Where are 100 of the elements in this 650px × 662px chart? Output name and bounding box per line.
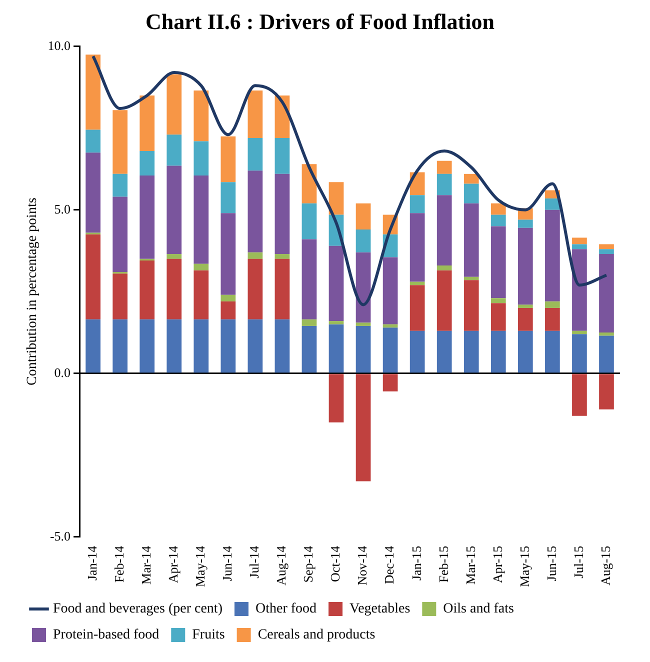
x-tick-label: Apr-14 bbox=[166, 545, 181, 584]
bar bbox=[112, 174, 128, 197]
y-axis-title: Contribution in percentage points bbox=[25, 198, 40, 386]
bar bbox=[572, 244, 587, 250]
bar bbox=[248, 252, 263, 259]
bar bbox=[518, 228, 533, 305]
x-tick-label: Mar-15 bbox=[462, 546, 478, 585]
bar bbox=[194, 90, 209, 142]
bar bbox=[356, 230, 371, 252]
legend-label: Cereals and products bbox=[258, 628, 376, 643]
bar bbox=[572, 249, 587, 331]
bar bbox=[140, 260, 155, 320]
y-tick-label: 0.0 bbox=[54, 364, 71, 380]
bar bbox=[356, 322, 371, 326]
bar bbox=[194, 270, 209, 320]
bar bbox=[464, 174, 479, 184]
bar bbox=[490, 214, 506, 226]
bar bbox=[166, 319, 182, 373]
bar bbox=[86, 319, 100, 373]
bar bbox=[194, 264, 209, 270]
bar bbox=[248, 138, 263, 171]
legend-label: Food and beverages (per cent) bbox=[53, 602, 223, 617]
bar bbox=[545, 198, 560, 210]
bar bbox=[220, 213, 236, 295]
bar bbox=[464, 184, 479, 204]
bar bbox=[545, 330, 560, 373]
bar bbox=[490, 330, 506, 373]
legend-label: Fruits bbox=[192, 628, 225, 643]
bar bbox=[410, 285, 425, 331]
bar bbox=[382, 324, 398, 328]
bar bbox=[599, 249, 614, 254]
x-tick-label: Jan-15 bbox=[408, 546, 424, 581]
bar bbox=[328, 182, 344, 215]
x-tick-label: Dec-14 bbox=[382, 545, 397, 584]
bar bbox=[436, 265, 452, 270]
bar bbox=[599, 254, 614, 332]
bar bbox=[490, 226, 506, 298]
x-tick-label: Mar-14 bbox=[138, 545, 154, 585]
x-tick-label: May-15 bbox=[516, 546, 532, 588]
bar bbox=[436, 270, 452, 331]
bar bbox=[274, 254, 290, 259]
bar bbox=[410, 195, 425, 214]
bar bbox=[302, 239, 317, 320]
legend-label: Vegetables bbox=[350, 602, 410, 617]
bar bbox=[166, 258, 182, 320]
legend-label: Protein-based food bbox=[53, 628, 160, 643]
bar bbox=[274, 138, 290, 174]
bar bbox=[220, 182, 236, 214]
bar bbox=[356, 203, 371, 230]
bar bbox=[220, 319, 236, 373]
bar bbox=[166, 166, 182, 254]
bar bbox=[356, 374, 371, 482]
bar bbox=[194, 141, 209, 176]
x-tick-label: Apr-15 bbox=[490, 546, 505, 584]
bar bbox=[248, 90, 263, 138]
bar bbox=[220, 136, 236, 182]
y-tick-label: 10.0 bbox=[48, 38, 71, 53]
bar bbox=[490, 298, 506, 304]
x-tick-label: Feb-15 bbox=[436, 546, 451, 583]
bar bbox=[248, 170, 263, 252]
bar bbox=[166, 254, 182, 259]
bar bbox=[599, 244, 614, 250]
bar bbox=[112, 274, 128, 320]
bar bbox=[112, 319, 128, 373]
bar bbox=[382, 374, 398, 392]
bar bbox=[302, 326, 317, 373]
bar bbox=[194, 176, 209, 264]
x-tick-label: Jul-14 bbox=[246, 545, 262, 578]
bar bbox=[410, 330, 425, 373]
bar bbox=[194, 319, 209, 373]
bar bbox=[248, 258, 263, 320]
bar bbox=[410, 213, 425, 282]
bar bbox=[274, 319, 290, 373]
bar bbox=[410, 282, 425, 286]
x-tick-label: Aug-15 bbox=[598, 546, 613, 586]
bar bbox=[545, 308, 560, 331]
bar bbox=[112, 110, 128, 174]
x-tick-label: Jun-14 bbox=[220, 545, 235, 582]
bar bbox=[328, 246, 344, 322]
bar bbox=[220, 294, 236, 302]
legend-label: Oils and fats bbox=[443, 602, 514, 617]
bar bbox=[328, 324, 344, 373]
bar bbox=[572, 330, 587, 334]
bar bbox=[464, 276, 479, 280]
bar bbox=[112, 196, 128, 272]
bar bbox=[599, 374, 614, 410]
bar bbox=[274, 258, 290, 320]
bar bbox=[356, 252, 371, 323]
bar bbox=[356, 326, 371, 373]
bar bbox=[572, 238, 587, 244]
bar bbox=[572, 374, 587, 416]
bar bbox=[464, 280, 479, 331]
bar bbox=[436, 174, 452, 196]
bar bbox=[248, 319, 263, 373]
bar bbox=[599, 336, 614, 373]
bar bbox=[518, 330, 533, 373]
bar bbox=[302, 319, 317, 326]
bar bbox=[436, 330, 452, 373]
x-tick-label: Nov-14 bbox=[354, 545, 370, 586]
x-tick-label: Jul-15 bbox=[570, 546, 586, 578]
